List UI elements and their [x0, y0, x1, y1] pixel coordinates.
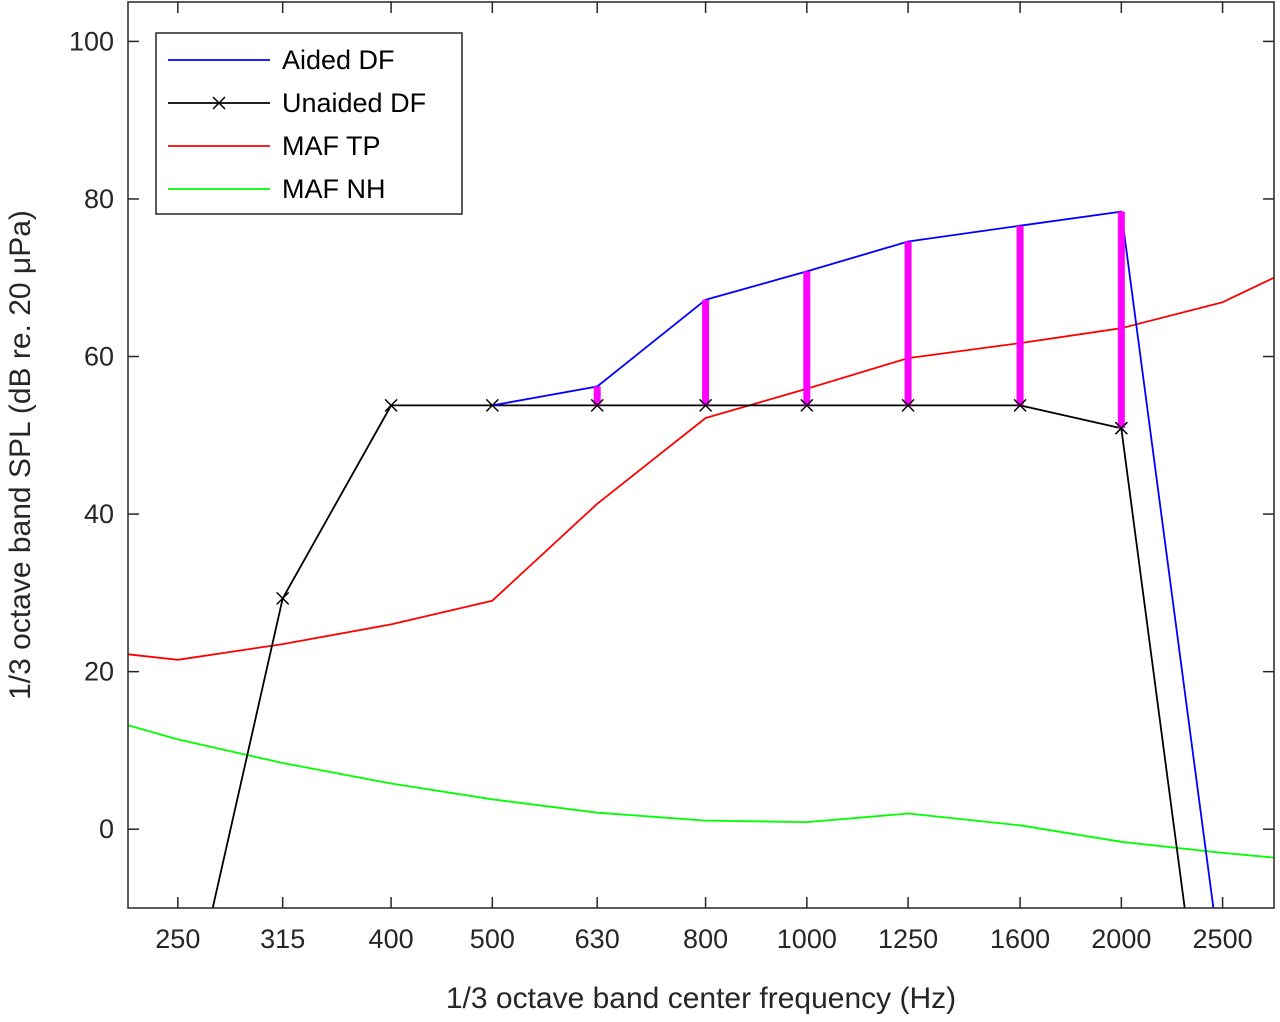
x-tick-label: 630: [575, 924, 620, 954]
y-axis-title: 1/3 octave band SPL (dB re. 20 μPa): [4, 210, 37, 700]
y-tick-label: 80: [84, 184, 114, 214]
data-point-unaided-df: [1114, 421, 1128, 435]
x-tick-label: 1250: [878, 924, 938, 954]
legend: Aided DF Unaided DF MAF TP MAF NH: [155, 32, 463, 215]
legend-label-unaided-df: Unaided DF: [282, 88, 426, 118]
x-tick-label: 2000: [1091, 924, 1151, 954]
x-tick-label: 800: [683, 924, 728, 954]
x-tick-label: 500: [470, 924, 515, 954]
plot-frame: [127, 1, 1275, 909]
x-tick-label: 250: [155, 924, 200, 954]
legend-box: [155, 32, 463, 215]
data-point-unaided-df: [485, 398, 499, 412]
series-line-maf-nh: [127, 724, 1275, 859]
x-axis-title: 1/3 octave band center frequency (Hz): [446, 982, 956, 1015]
y-tick-label: 0: [99, 814, 114, 844]
x-tick-label: 1000: [777, 924, 837, 954]
data-point-unaided-df: [800, 398, 814, 412]
data-point-unaided-df: [1013, 398, 1027, 412]
data-point-unaided-df: [699, 398, 713, 412]
x-tick-label: 315: [260, 924, 305, 954]
x-tick-label: 2500: [1193, 924, 1253, 954]
legend-label-maf-tp: MAF TP: [282, 131, 381, 161]
legend-marker-unaided-df: [212, 96, 226, 110]
series-line-aided-df: [492, 210, 1215, 909]
legend-label-maf-nh: MAF NH: [282, 174, 386, 204]
y-tick-label: 60: [84, 342, 114, 372]
x-axis-ticks: 250 315 400 500 630 800 1000 1250 1600 2000 2500: [155, 2, 1253, 954]
y-axis-ticks: 0 20 40 60 80 100: [69, 26, 1274, 844]
x-tick-label: 1600: [990, 924, 1050, 954]
x-tick-label: 400: [369, 924, 414, 954]
data-point-unaided-df: [276, 591, 290, 605]
data-point-unaided-df: [590, 398, 604, 412]
legend-label-aided-df: Aided DF: [282, 45, 395, 75]
y-tick-label: 20: [84, 657, 114, 687]
y-tick-label: 100: [69, 26, 114, 56]
y-tick-label: 40: [84, 499, 114, 529]
data-point-unaided-df: [384, 398, 398, 412]
data-point-unaided-df: [901, 398, 915, 412]
series-markers: [276, 398, 1128, 605]
difference-bars: [593, 211, 1125, 429]
